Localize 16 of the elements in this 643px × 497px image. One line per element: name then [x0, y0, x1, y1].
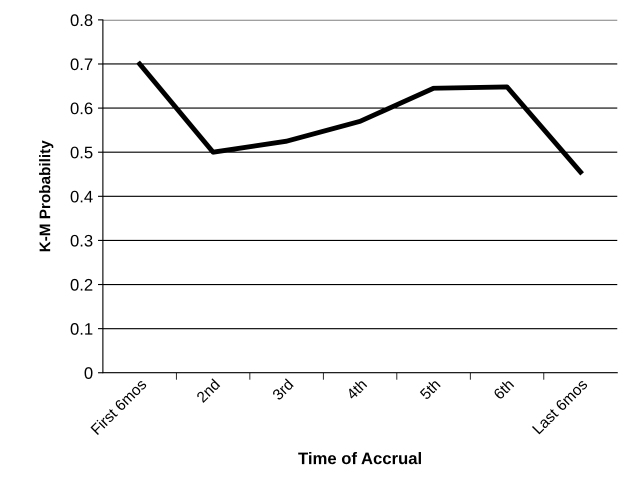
y-tick-label: 0.1 — [70, 323, 92, 335]
y-tick-label: 0.8 — [70, 14, 92, 26]
y-tick-label: 0.3 — [70, 234, 92, 247]
x-tick-label: 4th — [345, 378, 368, 400]
y-tick-label: 0.6 — [70, 102, 92, 114]
y-tick-label: 0 — [84, 367, 93, 379]
x-tick-label: 5th — [418, 378, 441, 400]
y-axis-title: K-M Probability — [39, 140, 54, 252]
x-tick-label: 6th — [492, 378, 514, 400]
y-tick-label: 0.7 — [70, 58, 92, 70]
y-tick-label: 0.2 — [70, 278, 92, 291]
y-tick-label: 0.5 — [70, 146, 92, 158]
x-tick-label: 3rd — [271, 378, 294, 401]
y-tick-label: 0.4 — [70, 190, 93, 203]
x-tick-label: 2nd — [196, 378, 220, 404]
x-axis-title: Time of Accrual — [298, 452, 421, 464]
